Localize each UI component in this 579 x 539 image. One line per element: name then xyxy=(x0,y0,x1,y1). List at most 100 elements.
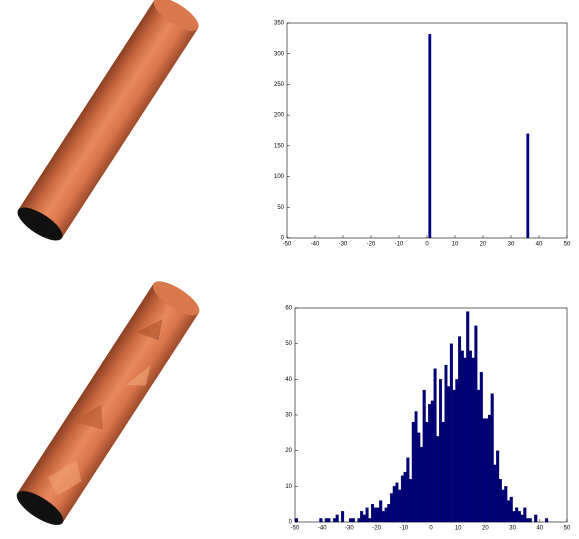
x-tick-label: 20 xyxy=(480,242,487,248)
histogram-bar xyxy=(455,379,458,522)
histogram-bar xyxy=(491,394,494,522)
histogram-bar xyxy=(404,472,407,522)
histogram-bar xyxy=(442,422,445,522)
x-tick-label: 10 xyxy=(452,242,459,248)
histogram-bar xyxy=(295,518,298,522)
figure: -50 -40 -30 -20 -10 0 10 20 30 40 50 0 50 100 150 200 25… xyxy=(0,0,579,539)
x-tick-label: 20 xyxy=(482,526,489,532)
histogram-bar xyxy=(360,511,363,522)
histogram-bar xyxy=(319,518,322,522)
histogram-bar xyxy=(523,508,526,522)
histogram-bar xyxy=(415,411,418,522)
x-tick-label: -30 xyxy=(345,526,354,532)
x-tick-label: 30 xyxy=(509,526,516,532)
histogram-bar xyxy=(545,518,548,522)
histogram-bar xyxy=(423,390,426,522)
histogram-bar xyxy=(475,326,478,522)
histogram-bar xyxy=(436,436,439,522)
histogram-bar xyxy=(352,518,355,522)
histogram-bar xyxy=(461,351,464,522)
x-tick-label: 10 xyxy=(455,526,462,532)
histogram-bar xyxy=(480,372,483,522)
histogram-bar xyxy=(428,404,431,522)
y-tick-label: 200 xyxy=(274,113,285,119)
histogram-bar xyxy=(417,433,420,522)
x-tick-label: -20 xyxy=(372,526,381,532)
histogram-bar xyxy=(407,458,410,522)
y-tick-label: 60 xyxy=(285,306,292,312)
histogram-bar xyxy=(368,518,371,522)
x-tick-label: 50 xyxy=(564,242,571,248)
histogram-bar xyxy=(371,504,374,522)
y-tick-label: 300 xyxy=(274,51,285,57)
histogram-bar xyxy=(379,501,382,522)
histogram-bar xyxy=(488,415,491,522)
histogram-bar xyxy=(510,497,513,522)
histogram-bar xyxy=(458,337,461,522)
histogram-bar xyxy=(396,483,399,522)
histogram-bar xyxy=(366,508,369,522)
histogram-bar xyxy=(494,465,497,522)
y-tick-label: 350 xyxy=(274,21,285,27)
y-tick-label: 50 xyxy=(277,205,284,211)
x-tick-label: -50 xyxy=(283,242,292,248)
histogram-bar xyxy=(390,493,393,522)
x-tick-label: -30 xyxy=(339,242,348,248)
histogram-bar xyxy=(349,518,352,522)
histogram-bar xyxy=(363,515,366,522)
y-tick-label: 10 xyxy=(285,484,292,490)
histogram-bar xyxy=(518,511,521,522)
histogram-bar xyxy=(445,365,448,522)
histogram-bar xyxy=(529,518,532,522)
histogram-bar xyxy=(464,358,467,522)
histogram-bar xyxy=(496,451,499,522)
histogram-bar xyxy=(401,476,404,522)
histogram-bar xyxy=(534,515,537,522)
histogram-bar xyxy=(382,511,385,522)
y-tick-label: 30 xyxy=(285,413,292,419)
y-tick-label: 50 xyxy=(285,341,292,347)
histogram-bar xyxy=(374,508,377,522)
histogram-bar xyxy=(472,358,475,522)
histogram-bar xyxy=(485,419,488,522)
y-tick-label: 150 xyxy=(274,143,285,149)
x-tick-label: 0 xyxy=(425,242,429,248)
smooth-cylinder xyxy=(13,0,204,247)
histogram-bar xyxy=(387,504,390,522)
histogram-bar xyxy=(336,515,339,522)
y-tick-label: 100 xyxy=(274,174,285,180)
x-tick-label: 40 xyxy=(536,242,543,248)
histogram-bar xyxy=(431,401,434,522)
histogram-bar xyxy=(333,518,336,522)
histogram-bar xyxy=(469,351,472,522)
histogram-bar xyxy=(507,501,510,522)
histogram-bar xyxy=(385,508,388,522)
x-tick-label: -10 xyxy=(399,526,408,532)
histogram-bar xyxy=(398,490,401,522)
histogram-bar xyxy=(466,312,469,522)
y-tick-label: 250 xyxy=(274,82,285,88)
histogram-bar xyxy=(341,511,344,522)
histogram-bar xyxy=(377,508,380,522)
bar xyxy=(526,134,529,238)
histogram-bar xyxy=(504,486,507,522)
histogram-bar xyxy=(521,515,524,522)
histogram-bar xyxy=(409,479,412,522)
histogram-bar xyxy=(515,508,518,522)
histogram-bar xyxy=(328,518,331,522)
x-tick-label: 30 xyxy=(508,242,515,248)
histogram-bar xyxy=(393,486,396,522)
histogram-bar xyxy=(325,518,328,522)
histogram-bar xyxy=(434,369,437,522)
histogram-bar xyxy=(439,379,442,522)
histogram-bar xyxy=(502,490,505,522)
histogram-bar xyxy=(513,511,516,522)
x-tick-label: -10 xyxy=(395,242,404,248)
x-tick-label: -40 xyxy=(311,242,320,248)
histogram-bar xyxy=(447,386,450,522)
histogram-bar xyxy=(450,344,453,522)
x-tick-label: 0 xyxy=(429,526,433,532)
noisy-cylinder xyxy=(12,275,204,531)
y-tick-label: 40 xyxy=(285,377,292,383)
y-tick-label: 20 xyxy=(285,448,292,454)
